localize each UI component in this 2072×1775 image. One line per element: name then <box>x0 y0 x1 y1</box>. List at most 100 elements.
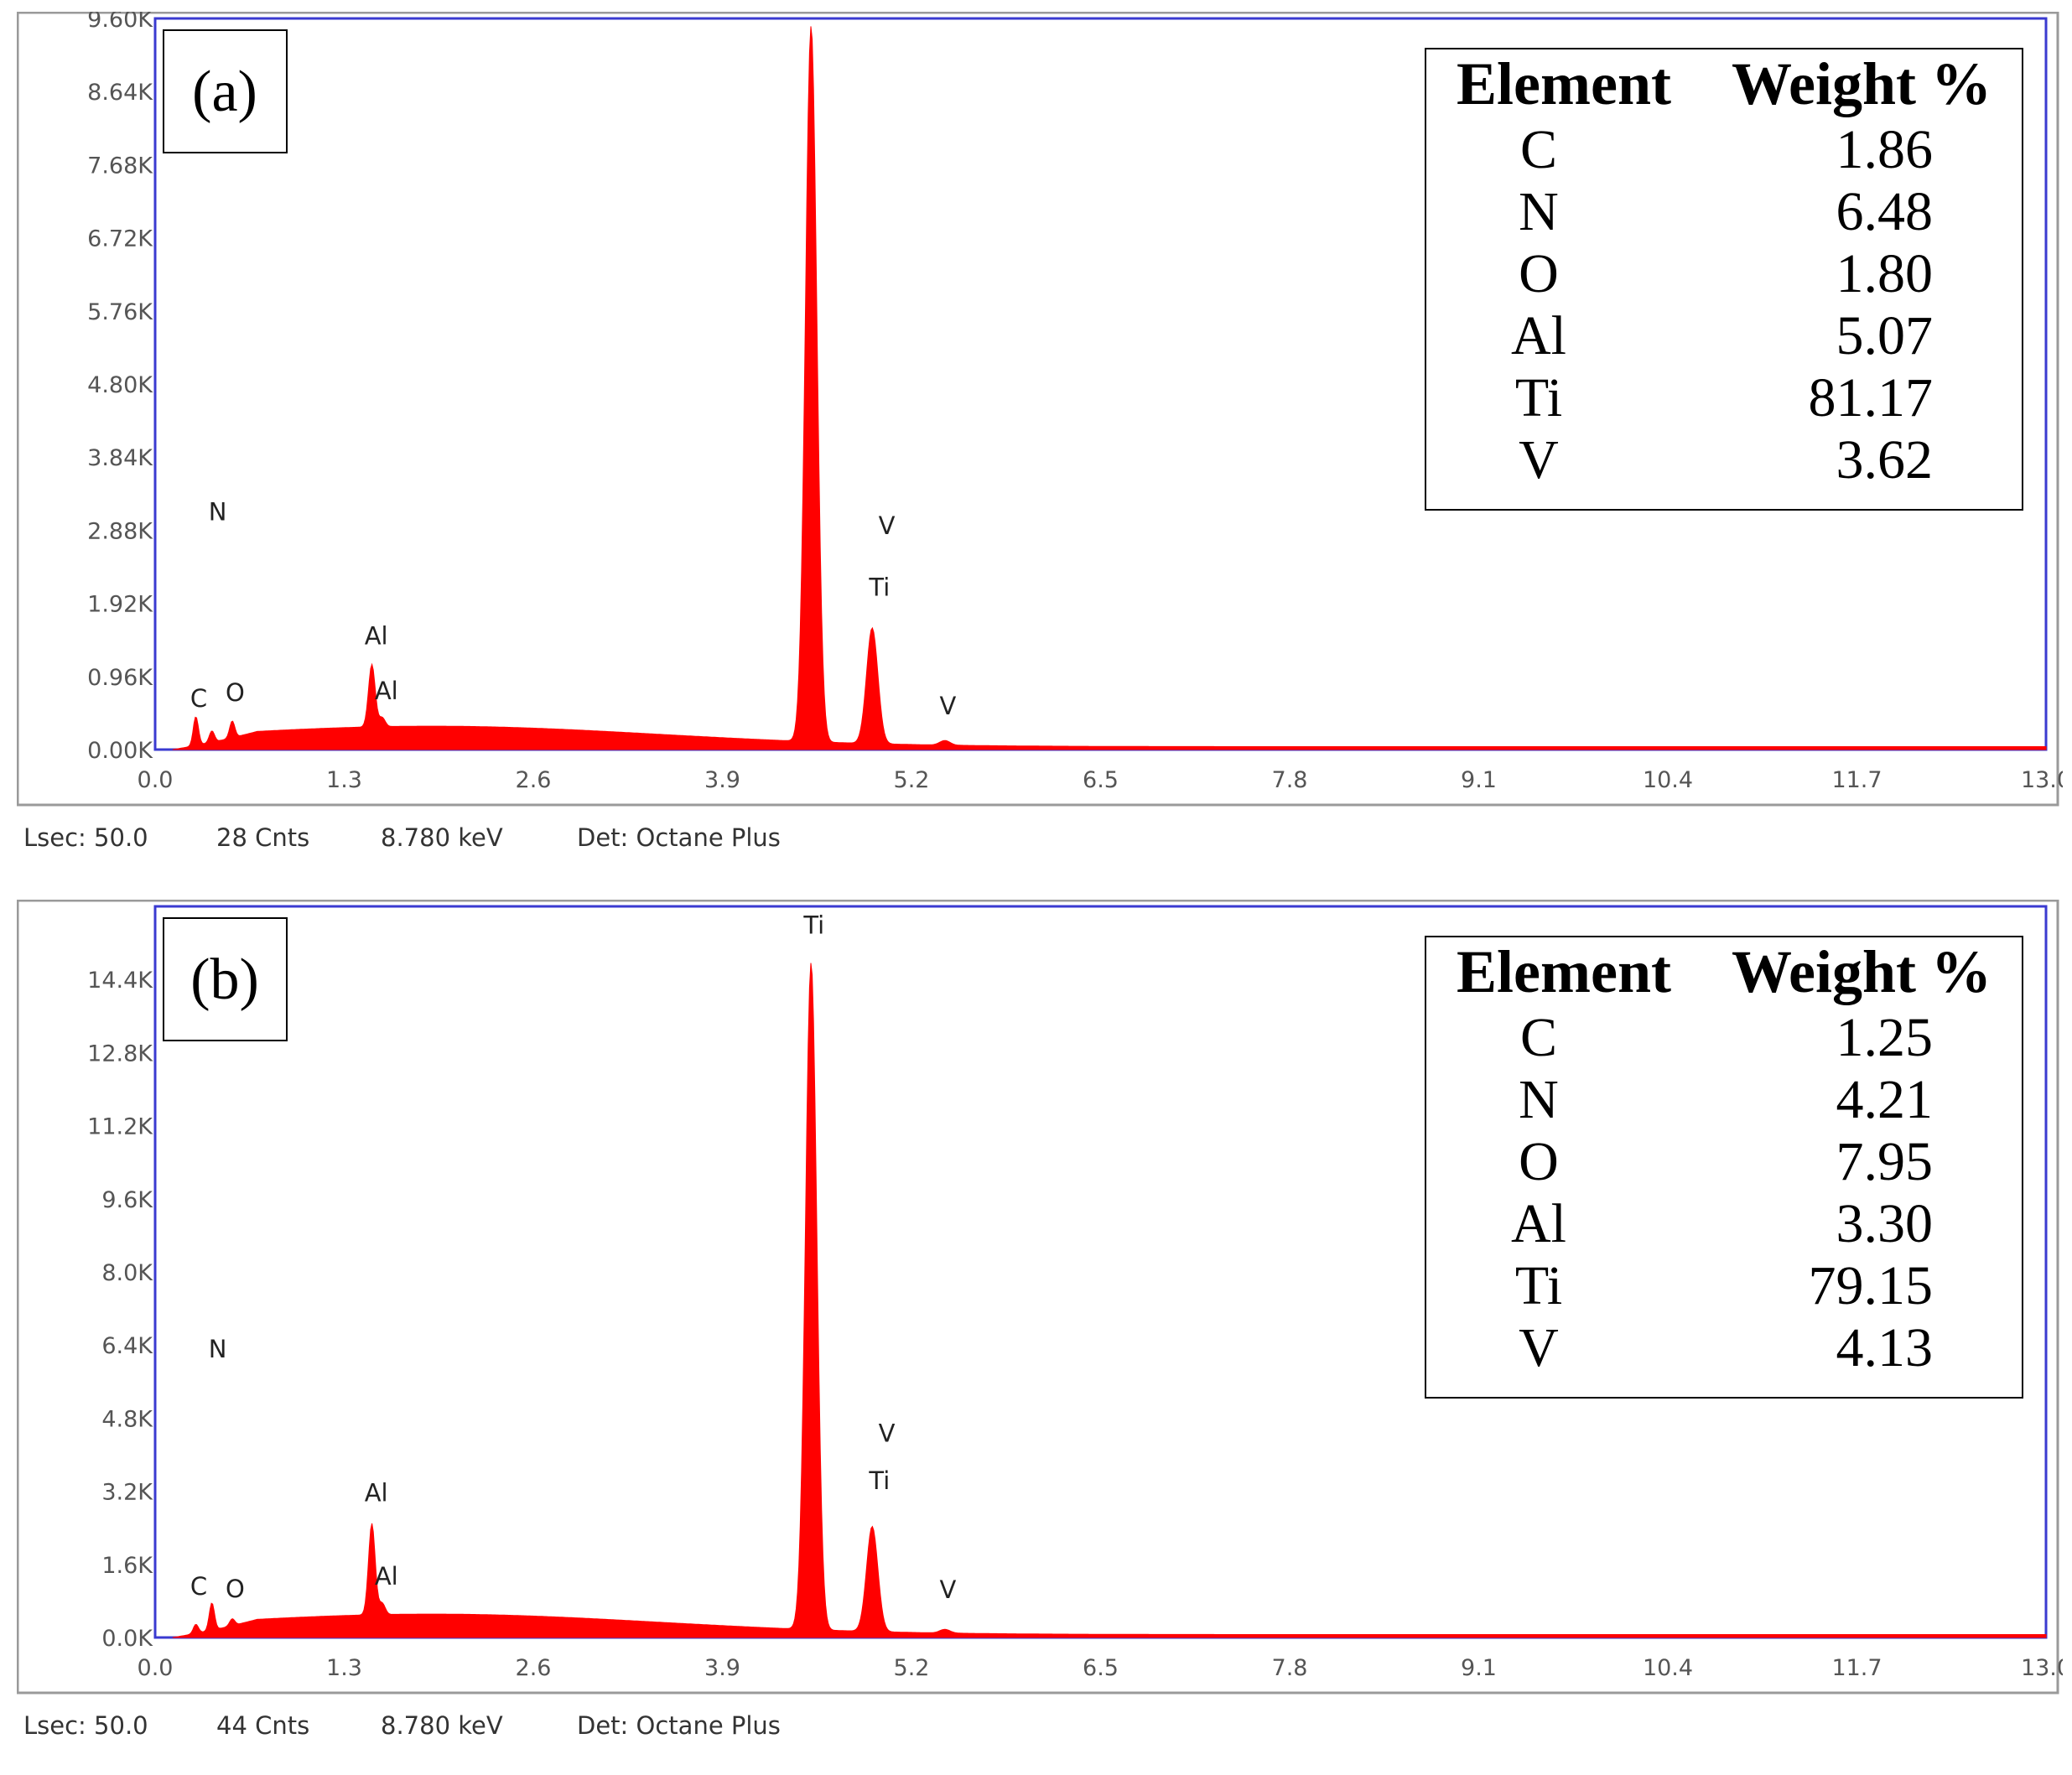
peak-label: Al <box>375 677 398 705</box>
spectrum-area <box>172 26 2047 750</box>
x-tick-label: 7.8 <box>1272 767 1308 793</box>
x-tick-label: 6.5 <box>1083 1655 1119 1681</box>
y-tick-label: 6.4K <box>101 1333 153 1359</box>
table-cell-element: Al <box>1511 1193 1566 1254</box>
x-tick-label: 2.6 <box>516 767 552 793</box>
y-tick-label: 12.8K <box>87 1041 153 1067</box>
y-tick-label: 5.76K <box>87 299 153 325</box>
live-seconds: Lsec: 50.0 <box>23 823 148 852</box>
detector-name: Det: Octane Plus <box>577 823 781 852</box>
peak-label: V <box>879 1419 896 1448</box>
peak-label: O <box>226 678 245 707</box>
spectrum-chart-b: 0.0 1.3 2.6 3.9 5.2 6.5 7.8 9.1 10.4 11.7 13.0 0.0K… <box>17 900 2063 1695</box>
counts: 44 Cnts <box>216 1711 310 1740</box>
table-cell-element: Ti <box>1515 367 1562 428</box>
y-tick-label: 0.0K <box>101 1626 153 1652</box>
y-tick-label: 9.6K <box>101 1187 153 1213</box>
x-tick-label: 10.4 <box>1643 767 1693 793</box>
panel-label-box <box>163 29 288 153</box>
table-cell-weight: 4.21 <box>1836 1069 1934 1130</box>
counts: 28 Cnts <box>216 823 310 852</box>
x-tick-label: 3.9 <box>704 1655 740 1681</box>
table-cell-element: C <box>1520 119 1557 180</box>
x-tick-label: 5.2 <box>894 767 930 793</box>
x-tick-label: 7.8 <box>1272 1655 1308 1681</box>
peak-label: C <box>190 684 207 713</box>
peak-label: O <box>226 1575 245 1603</box>
cursor-energy: 8.780 keV <box>381 1711 503 1740</box>
x-tick-label: 11.7 <box>1831 767 1882 793</box>
spectrum-panel-b: 0.0 1.3 2.6 3.9 5.2 6.5 7.8 9.1 10.4 11.7 13.0 0.0K… <box>17 900 2063 1740</box>
table-cell-weight: 1.25 <box>1836 1007 1934 1068</box>
peak-label: Al <box>365 622 388 651</box>
status-bar-b: Lsec: 50.0 44 Cnts 8.780 keV Det: Octane… <box>17 1711 1023 1745</box>
spectrum-area <box>172 963 2047 1638</box>
table-cell-element: Al <box>1511 305 1566 366</box>
table-cell-element: O <box>1519 243 1559 304</box>
peak-label: Ti <box>868 1466 890 1495</box>
table-header-weight: Weight % <box>1732 50 1992 117</box>
y-tick-label: 1.6K <box>101 1553 153 1579</box>
peak-label: V <box>879 511 896 540</box>
table-cell-element: N <box>1519 181 1559 242</box>
y-tick-label: 8.0K <box>101 1260 153 1286</box>
x-tick-label: 1.3 <box>326 767 362 793</box>
peak-label: Al <box>365 1479 388 1508</box>
y-tick-label: 7.68K <box>87 153 153 179</box>
peak-label: Ti <box>802 911 824 940</box>
table-cell-weight: 1.86 <box>1836 119 1934 180</box>
table-cell-element: O <box>1519 1131 1559 1192</box>
x-tick-label: 13.0 <box>2021 1655 2063 1681</box>
status-bar-a: Lsec: 50.0 28 Cnts 8.780 keV Det: Octane… <box>17 823 1023 857</box>
y-tick-label: 0.96K <box>87 665 153 691</box>
peak-label: C <box>190 1572 207 1601</box>
panel-label: (a) <box>192 60 257 124</box>
x-tick-label: 6.5 <box>1083 767 1119 793</box>
y-tick-label: 4.8K <box>101 1406 153 1432</box>
y-tick-label: 6.72K <box>87 226 153 252</box>
x-tick-label: 2.6 <box>516 1655 552 1681</box>
x-tick-label: 9.1 <box>1461 1655 1497 1681</box>
table-header-element: Element <box>1457 50 1671 117</box>
peak-label: N <box>209 498 227 527</box>
detector-name: Det: Octane Plus <box>577 1711 781 1740</box>
y-tick-label: 3.84K <box>87 445 153 471</box>
y-tick-label: 8.64K <box>87 80 153 106</box>
live-seconds: Lsec: 50.0 <box>23 1711 148 1740</box>
x-tick-label: 5.2 <box>894 1655 930 1681</box>
spectrum-chart-a: 0.0 1.3 2.6 3.9 5.2 6.5 7.8 9.1 10.4 11.7 13.0 0.00… <box>17 12 2063 807</box>
x-tick-label: 3.9 <box>704 767 740 793</box>
spectrum-panel-a: 0.0 1.3 2.6 3.9 5.2 6.5 7.8 9.1 10.4 11.7 13.0 0.00… <box>17 12 2063 852</box>
table-cell-element: C <box>1520 1007 1557 1068</box>
y-tick-label: 14.4K <box>87 968 153 994</box>
x-tick-label: 10.4 <box>1643 1655 1693 1681</box>
y-tick-label: 9.60K <box>87 12 153 33</box>
table-cell-weight: 4.13 <box>1836 1317 1934 1378</box>
panel-label: (b) <box>190 947 259 1012</box>
x-tick-label: 0.0 <box>138 767 174 793</box>
table-cell-weight: 3.30 <box>1836 1193 1934 1254</box>
table-cell-weight: 81.17 <box>1809 367 1934 428</box>
table-cell-weight: 1.80 <box>1836 243 1934 304</box>
y-tick-label: 2.88K <box>87 518 153 544</box>
cursor-energy: 8.780 keV <box>381 823 503 852</box>
table-cell-weight: 3.62 <box>1836 429 1934 490</box>
x-tick-label: 9.1 <box>1461 767 1497 793</box>
y-tick-label: 11.2K <box>87 1114 153 1140</box>
x-tick-label: 11.7 <box>1831 1655 1882 1681</box>
peak-label: V <box>939 692 956 720</box>
x-tick-label: 0.0 <box>138 1655 174 1681</box>
composition-table <box>1425 48 2023 511</box>
y-tick-label: 1.92K <box>87 592 153 618</box>
peak-label: V <box>939 1575 956 1604</box>
table-cell-element: V <box>1519 1317 1559 1378</box>
table-cell-weight: 7.95 <box>1836 1131 1934 1192</box>
x-tick-label: 1.3 <box>326 1655 362 1681</box>
table-cell-element: N <box>1519 1069 1559 1130</box>
panel-label-box <box>163 917 288 1041</box>
y-tick-label: 3.2K <box>101 1480 153 1506</box>
table-cell-element: V <box>1519 429 1559 490</box>
table-header-element: Element <box>1457 938 1671 1005</box>
table-cell-weight: 79.15 <box>1809 1255 1934 1316</box>
table-cell-weight: 5.07 <box>1836 305 1934 366</box>
